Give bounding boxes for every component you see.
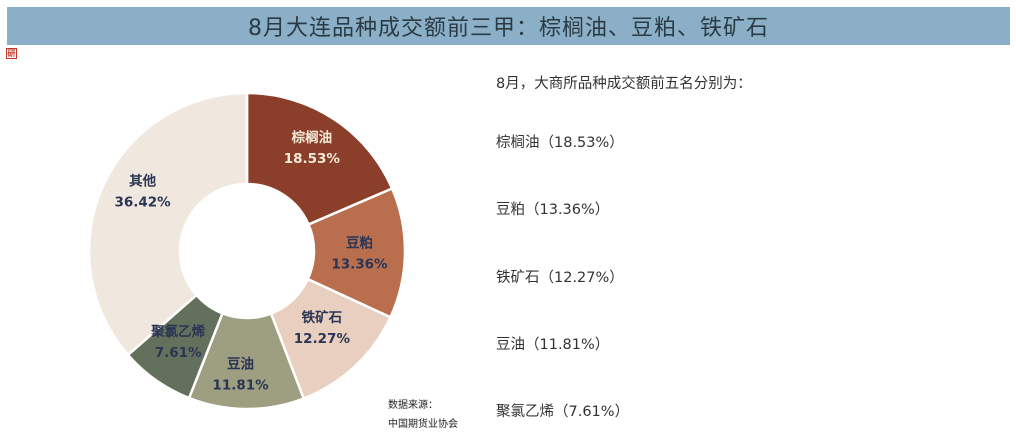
slice-value-label: 13.36% [331,256,388,272]
summary-title: 8月，大商所品种成交额前五名分别为： [496,76,752,92]
summary-item: 豆油（11.81%） [496,337,610,353]
slice-category-label: 铁矿石 [302,309,343,326]
brand-logo-icon: 研 [6,48,17,59]
page-title: 8月大连品种成交额前三甲：棕榈油、豆粕、铁矿石 [7,7,1010,45]
summary-panel: 8月，大商所品种成交额前五名分别为： 棕榈油（18.53%） 豆粕（13.36%）… [496,69,752,420]
slice-value-label: 12.27% [294,331,351,347]
donut-slice [87,91,249,357]
slice-value-label: 36.42% [114,194,171,210]
slice-category-label: 豆粕 [346,234,373,251]
slice-category-label: 棕榈油 [291,129,333,146]
slice-category-label: 其他 [129,172,156,189]
source-label: 数据来源： [388,400,438,411]
slice-value-label: 18.53% [284,151,341,167]
donut-chart: 棕榈油 18.53% 豆粕 13.36% 铁矿石 12.27% 豆油 11.81% 聚氯乙烯 7.… [87,91,407,411]
summary-item: 棕榈油（18.53%） [496,135,624,151]
summary-item: 铁矿石（12.27%） [496,270,624,286]
slice-category-label: 聚氯乙烯 [150,323,205,340]
source-name: 中国期货业协会 [388,419,458,430]
summary-item: 豆粕（13.36%） [496,202,610,218]
slice-value-label: 11.81% [212,377,269,393]
slice-category-label: 豆油 [227,355,254,372]
summary-item: 聚氯乙烯（7.61%） [496,404,630,420]
donut-slice [245,91,394,227]
slice-value-label: 7.61% [155,345,202,361]
source-note: 数据来源： 中国期货业协会 [388,396,458,434]
